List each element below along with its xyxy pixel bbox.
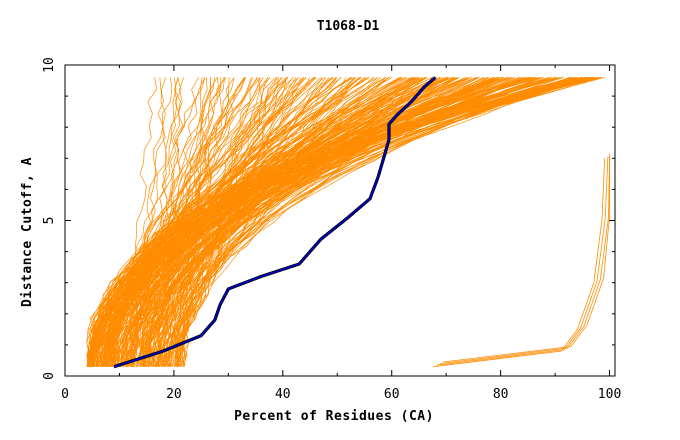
y-axis-label: Distance Cutoff, A [20,157,35,307]
model-line [121,77,602,367]
model-line [89,77,473,367]
model-line [121,77,245,367]
model-line [90,77,502,367]
model-line [127,77,357,367]
outlier-line [442,153,610,363]
model-line [133,77,544,367]
model-line [105,77,366,367]
model-line [134,77,557,367]
model-line [98,77,572,367]
x-tick-label: 60 [384,387,400,402]
model-line [130,77,424,367]
model-line [180,77,287,367]
model-line [110,77,338,367]
model-line [110,77,500,367]
model-line [107,77,287,367]
highlight-line [113,76,436,368]
model-line [154,77,529,367]
model-line [163,77,415,367]
model-line [168,77,490,367]
outlier-line [436,156,609,366]
model-line [162,77,540,367]
model-line [155,77,508,367]
y-tick-label: 5 [42,217,57,225]
model-line [88,77,427,367]
y-tick-label: 10 [42,57,57,73]
y-axis-ticks: 0 5 10 [42,57,615,380]
model-line [93,77,307,367]
model-line [87,77,284,367]
model-line [152,77,235,367]
model-line [130,77,509,367]
x-axis-ticks: 0 20 40 60 80 100 [61,65,621,402]
model-line [175,77,581,367]
model-line [144,77,450,367]
x-axis-label: Percent of Residues (CA) [234,409,434,424]
model-line [111,77,322,367]
model-line [99,77,288,367]
model-line [177,77,278,367]
x-tick-label: 100 [598,387,621,402]
chart-title: T1068-D1 [317,19,380,34]
model-line [102,77,206,367]
model-line [135,77,594,367]
x-tick-label: 20 [166,387,182,402]
model-line [146,77,536,367]
model-line [129,77,208,367]
model-line [163,77,588,367]
model-line [128,77,426,367]
outlier-lines [433,153,610,368]
model-line [150,77,355,367]
model-line [102,77,582,367]
model-line [102,77,375,367]
model-line [168,77,361,367]
outlier-line [433,158,606,368]
x-tick-label: 40 [275,387,291,402]
model-line [103,77,342,367]
model-line [160,77,304,367]
model-line [181,77,594,367]
model-lines [86,77,605,367]
model-line [149,77,299,367]
model-line [177,77,347,367]
x-tick-label: 80 [493,387,509,402]
outlier-line [439,155,610,364]
y-tick-label: 0 [42,372,57,380]
x-tick-label: 0 [61,387,69,402]
model-line [174,77,184,367]
model-line [149,77,574,367]
highlighted-model-line [113,76,437,369]
